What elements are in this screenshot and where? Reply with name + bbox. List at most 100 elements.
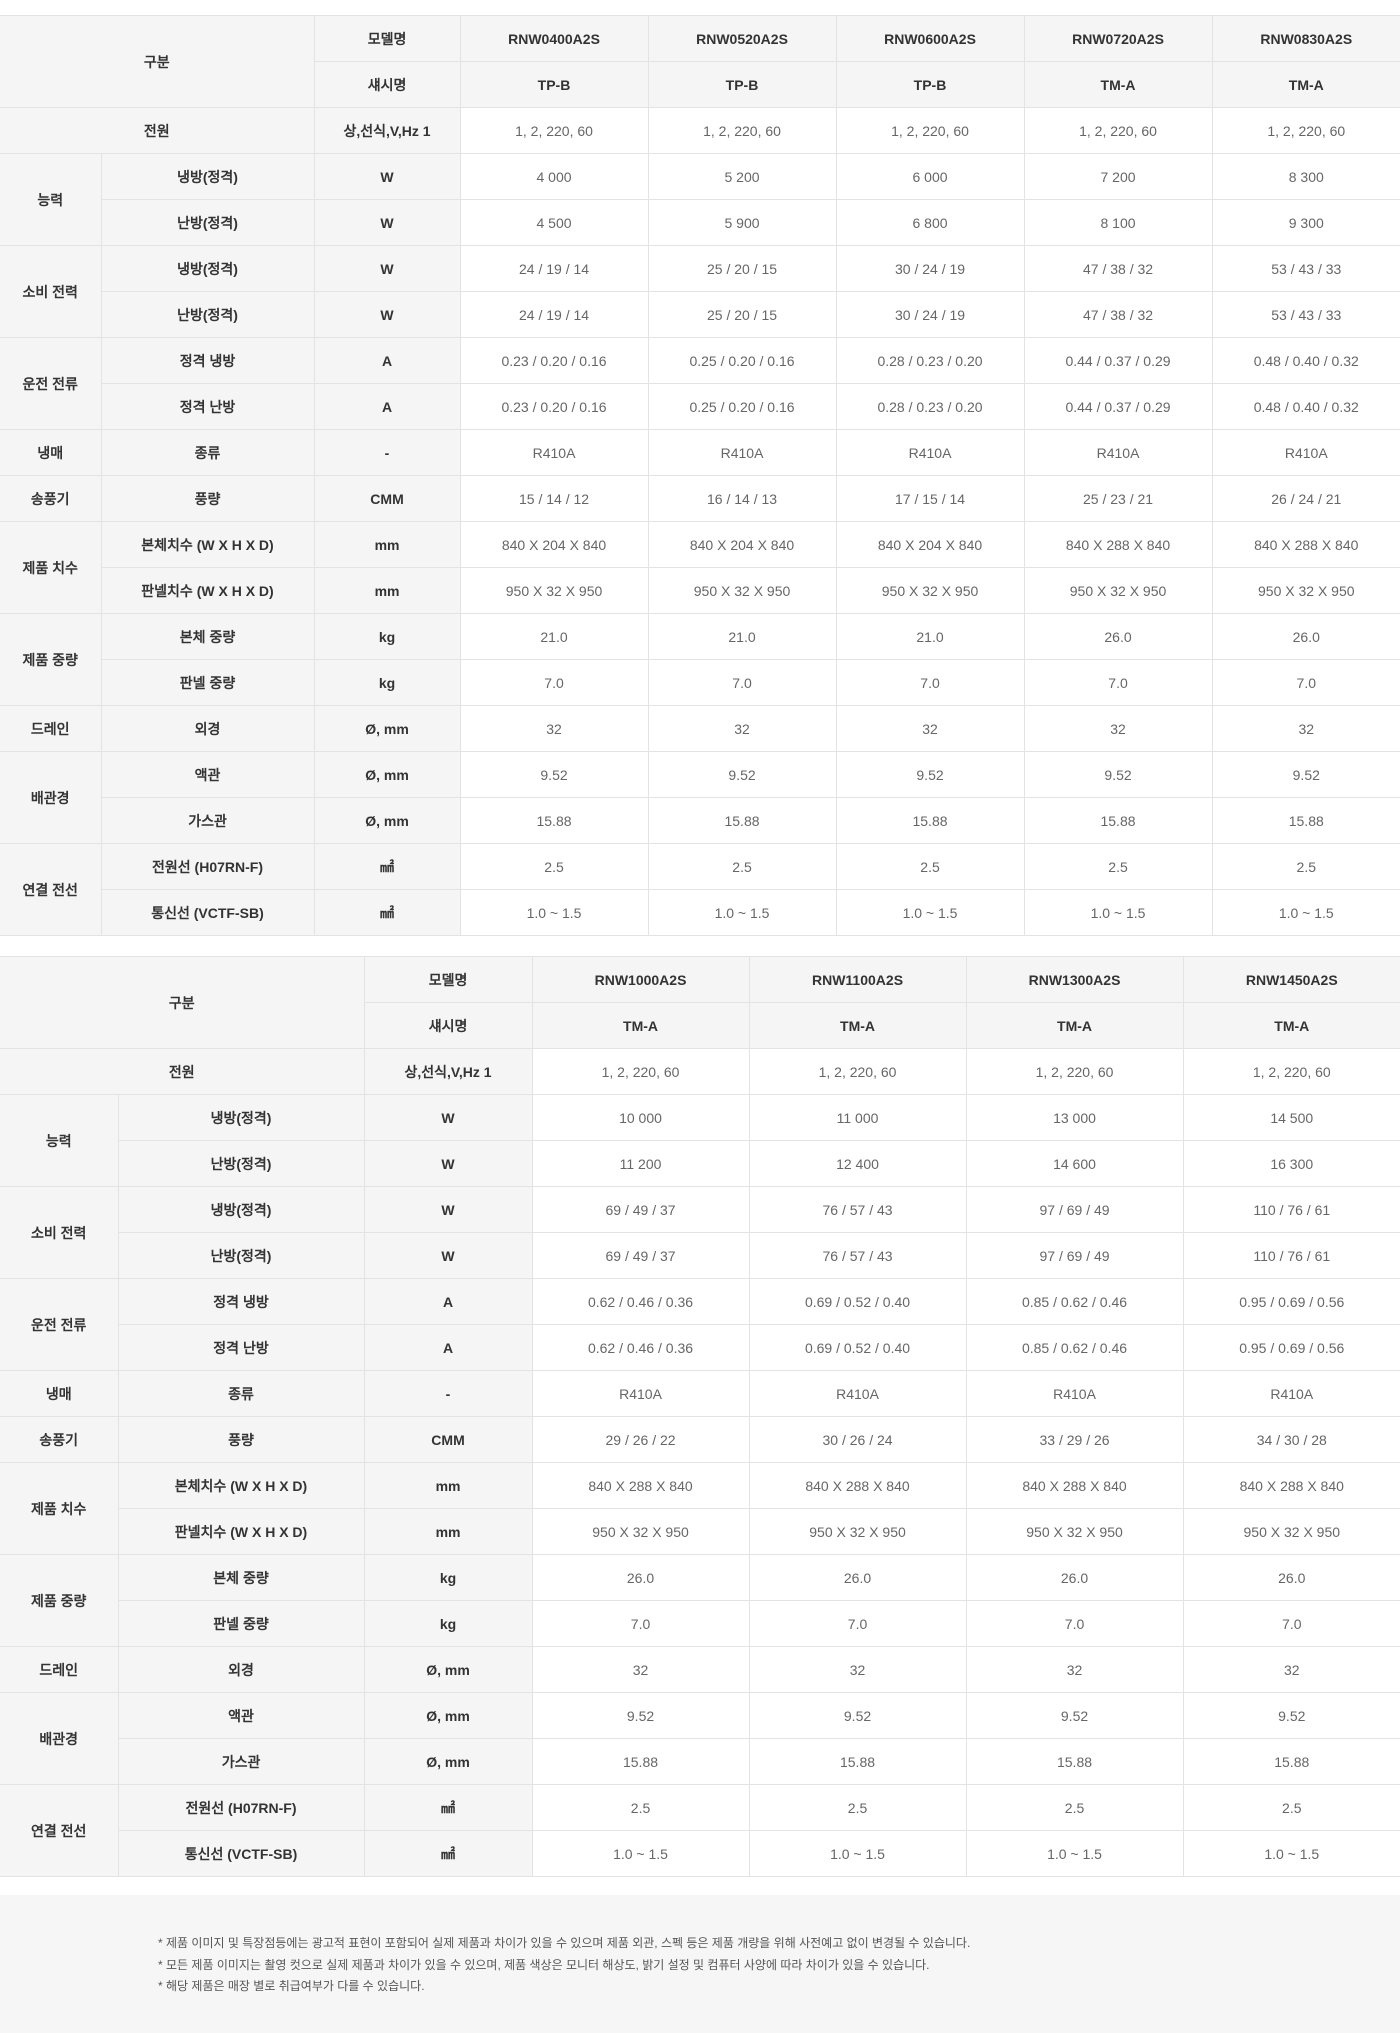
spec-value: 0.95 / 0.69 / 0.56 (1182, 1324, 1400, 1371)
row-unit: ㎟ (313, 889, 461, 936)
spec-value: 15.88 (647, 797, 837, 844)
spec-value: 7.0 (965, 1600, 1184, 1647)
spec-value: 1.0 ~ 1.5 (835, 889, 1025, 936)
chassis-name: TM-A (1211, 61, 1400, 108)
spec-value: R410A (1182, 1370, 1400, 1417)
spec-value: 15.88 (531, 1738, 750, 1785)
table-row: 소비 전력 냉방(정격) W 24 / 19 / 14 25 / 20 / 15 30 /… (0, 245, 1400, 338)
row-group: 드레인 (0, 705, 102, 752)
row-group: 냉매 (0, 1370, 119, 1417)
spec-value: 21.0 (647, 613, 837, 660)
disclaimer-section: 제품 이미지 및 특장점등에는 광고적 표현이 포함되어 실제 제품과 차이가 … (0, 1895, 1400, 2033)
spec-value: R410A (1211, 429, 1400, 476)
spec-value: 5 900 (647, 199, 837, 246)
spec-value: 26.0 (531, 1554, 750, 1601)
spec-value: 1, 2, 220, 60 (647, 107, 837, 154)
row-label: 액관 (100, 751, 315, 798)
disclaimer-note: 모든 제품 이미지는 촬영 컷으로 실제 제품과 차이가 있을 수 있으며, 제… (158, 1955, 970, 1977)
spec-value: 840 X 288 X 840 (1182, 1462, 1400, 1509)
row-unit: A (363, 1324, 533, 1371)
table-row: 제품 중량 본체 중량 kg 21.0 21.0 21.0 26.0 26.0 (0, 613, 1400, 706)
row-unit: W (313, 153, 461, 200)
spec-value: 10 000 (531, 1094, 750, 1141)
spec-value: 0.85 / 0.62 / 0.46 (965, 1324, 1184, 1371)
spec-value: 32 (531, 1646, 750, 1693)
model-name: RNW0830A2S (1211, 15, 1400, 62)
spec-value: 76 / 57 / 43 (748, 1232, 967, 1279)
table-row: 판넬치수 (W X H X D) mm 950 X 32 X 950 950 X 32… (0, 567, 1400, 614)
row-label: 난방(정격) (118, 1232, 365, 1279)
spec-value: 1, 2, 220, 60 (459, 107, 649, 154)
spec-value: R410A (647, 429, 837, 476)
spec-value: 12 400 (748, 1140, 967, 1187)
row-group: 송풍기 (0, 475, 102, 522)
spec-value: 840 X 288 X 840 (1023, 521, 1213, 568)
row-label: 종류 (117, 1370, 365, 1417)
spec-table-2: 구분 모델명 RNW1000A2S RNW1100A2S RNW1300A2S RNW14… (0, 956, 1400, 1877)
row-unit: W (313, 291, 461, 338)
row-unit: kg (363, 1600, 533, 1647)
row-group: 능력 (0, 153, 102, 246)
spec-value: 1.0 ~ 1.5 (459, 889, 649, 936)
row-label: 외경 (100, 705, 315, 752)
row-label: 정격 냉방 (117, 1278, 365, 1325)
spec-value: 7.0 (1211, 659, 1400, 706)
spec-value: 32 (1182, 1646, 1400, 1693)
table-row: 전원 상,선식,V,Hz 1 1, 2, 220, 60 1, 2, 220, 60 1… (0, 107, 1400, 154)
row-group: 전원 (0, 1048, 365, 1095)
row-label: 가스관 (118, 1738, 365, 1785)
row-unit: Ø, mm (363, 1646, 533, 1693)
table-row: 배관경 액관 Ø, mm 9.52 9.52 9.52 9.52 (0, 1692, 1400, 1785)
row-label: 가스관 (101, 797, 315, 844)
table-row: 드레인 외경 Ø, mm 32 32 32 32 32 (0, 705, 1400, 752)
chassis-label: 섀시명 (314, 61, 461, 108)
spec-value: 25 / 20 / 15 (647, 245, 837, 292)
spec-value: 26.0 (1211, 613, 1400, 660)
row-group: 제품 치수 (0, 1462, 119, 1555)
row-group: 연결 전선 (0, 843, 102, 936)
table-row: 판넬 중량 kg 7.0 7.0 7.0 7.0 7.0 (0, 659, 1400, 706)
spec-value: 950 X 32 X 950 (1182, 1508, 1400, 1555)
spec-value: R410A (459, 429, 649, 476)
table-row: 정격 난방 A 0.62 / 0.46 / 0.36 0.69 / 0.52 / 0.… (0, 1324, 1400, 1371)
table-row: 연결 전선 전원선 (H07RN-F) ㎟ 2.5 2.5 2.5 2.5 2.5 (0, 843, 1400, 936)
row-unit: Ø, mm (363, 1692, 533, 1739)
model-name: RNW1100A2S (748, 956, 967, 1003)
row-label: 냉방(정격) (100, 245, 315, 292)
row-group: 냉매 (0, 429, 102, 476)
spec-value: 0.95 / 0.69 / 0.56 (1182, 1278, 1400, 1325)
table-row: 제품 치수 본체치수 (W X H X D) mm 840 X 288 X 840 84… (0, 1462, 1400, 1555)
table-row: 냉매 종류 - R410A R410A R410A R410A R410A (0, 429, 1400, 476)
row-label: 정격 난방 (118, 1324, 365, 1371)
spec-value: R410A (1023, 429, 1213, 476)
model-name: RNW0400A2S (459, 15, 649, 62)
spec-value: 7.0 (531, 1600, 750, 1647)
row-group: 송풍기 (0, 1416, 119, 1463)
table-row: 송풍기 풍량 CMM 29 / 26 / 22 30 / 26 / 24 33 / 29 … (0, 1416, 1400, 1463)
row-unit: ㎟ (313, 843, 461, 890)
spec-value: 15.88 (1211, 797, 1400, 844)
spec-value: 7.0 (748, 1600, 967, 1647)
row-unit: 상,선식,V,Hz 1 (313, 107, 461, 154)
spec-value: 1.0 ~ 1.5 (965, 1830, 1184, 1877)
row-label: 판넬 중량 (118, 1600, 365, 1647)
spec-value: 30 / 26 / 24 (748, 1416, 967, 1463)
spec-value: 0.44 / 0.37 / 0.29 (1023, 337, 1213, 384)
spec-value: 97 / 69 / 49 (965, 1186, 1184, 1233)
spec-value: R410A (965, 1370, 1184, 1417)
spec-value: 9.52 (459, 751, 649, 798)
table-row: 난방(정격) W 4 500 5 900 6 800 8 100 9 300 (0, 199, 1400, 246)
row-unit: W (363, 1140, 533, 1187)
spec-value: 15.88 (748, 1738, 967, 1785)
spec-value: 15.88 (1182, 1738, 1400, 1785)
spec-value: 0.23 / 0.20 / 0.16 (459, 383, 649, 430)
table-row: 가스관 Ø, mm 15.88 15.88 15.88 15.88 (0, 1738, 1400, 1785)
row-group: 연결 전선 (0, 1784, 119, 1877)
row-unit: CMM (363, 1416, 533, 1463)
spec-value: 950 X 32 X 950 (531, 1508, 750, 1555)
spec-value: R410A (531, 1370, 750, 1417)
row-unit: ㎟ (363, 1830, 533, 1877)
spec-value: 26.0 (1182, 1554, 1400, 1601)
table-row: 난방(정격) W 24 / 19 / 14 25 / 20 / 15 30 / 24 /… (0, 291, 1400, 338)
row-group: 능력 (0, 1094, 119, 1187)
